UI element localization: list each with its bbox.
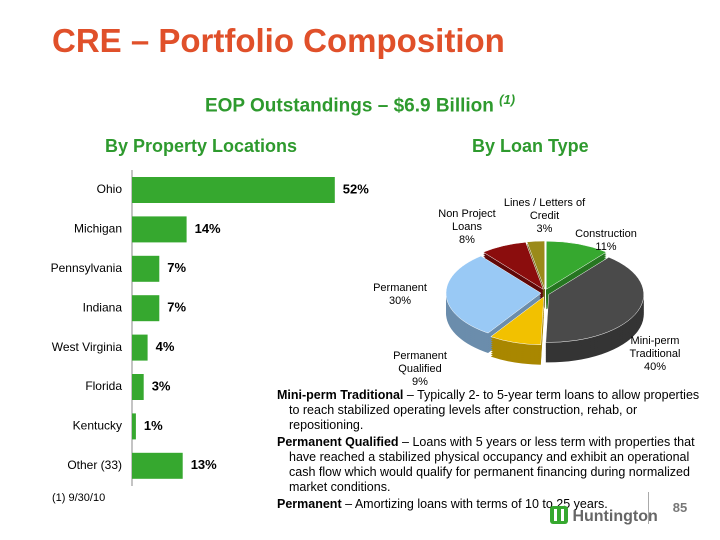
pie-category: Permanent Qualified	[393, 350, 447, 375]
definition-term: Permanent Qualified	[277, 435, 399, 449]
bar	[132, 334, 148, 361]
subtitle-note: (1)	[499, 92, 516, 107]
definition: Permanent Qualified – Loans with 5 years…	[277, 435, 712, 495]
pie-value: 11%	[595, 241, 617, 253]
logo-icon	[550, 506, 568, 524]
pie-category: Non Project Loans	[438, 208, 496, 233]
pie-value: 30%	[388, 295, 412, 307]
pie-label: Permanent Qualified 9%	[370, 350, 470, 389]
definition-text: – Loans with 5 years or less term with p…	[289, 435, 695, 494]
footnote: (1) 9/30/10	[52, 492, 106, 504]
definition-term: Mini-perm Traditional	[277, 388, 404, 402]
definition-text: – Typically 2- to 5-year term loans to a…	[289, 388, 700, 432]
subtitle: EOP Outstandings – $6.9 Billion (1)	[0, 92, 720, 117]
slice	[526, 240, 545, 290]
bar	[132, 452, 183, 479]
pie-value: 40%	[643, 361, 667, 373]
slice	[482, 241, 544, 290]
bar	[132, 374, 144, 400]
y-tick-label: Michigan	[74, 222, 122, 236]
definition: Mini-perm Traditional – Typically 2- to …	[277, 388, 712, 433]
slide-title: CRE – Portfolio Composition	[52, 22, 505, 59]
definition: Permanent – Amortizing loans with terms …	[277, 497, 712, 512]
pie-value: 3%	[536, 223, 553, 235]
y-tick-label: Indiana	[83, 300, 123, 314]
bar	[132, 255, 160, 282]
chart-title: By Loan Type	[472, 136, 589, 156]
data-label: 13%	[191, 457, 217, 472]
data-label: 52%	[343, 181, 369, 196]
y-tick-label: Other (33)	[67, 458, 122, 472]
chart-title: By Property Locations	[105, 136, 298, 156]
pie-label: Permanent 30%	[370, 282, 430, 308]
slice	[546, 240, 607, 290]
y-tick-label: Kentucky	[73, 419, 122, 433]
divider	[648, 492, 649, 524]
pie-label: Non Project Loans 8%	[432, 208, 502, 247]
data-label: 14%	[195, 221, 221, 236]
pie-label: Construction 11%	[566, 228, 646, 254]
y-tick-label: West Virginia	[52, 340, 123, 354]
data-label: 3%	[152, 378, 171, 393]
page-number: 85	[672, 500, 688, 515]
bar	[132, 413, 136, 440]
pie-category: Construction	[575, 228, 637, 240]
bar	[132, 216, 187, 243]
slice	[545, 256, 644, 343]
definition-text: – Amortizing loans with terms of 10 to 2…	[345, 497, 608, 511]
y-tick-label: Florida	[85, 379, 122, 393]
definition-term: Permanent	[277, 497, 342, 511]
definitions: Mini-perm Traditional – Typically 2- to …	[277, 388, 712, 514]
pie-category: Permanent	[373, 282, 427, 294]
pie-value: 9%	[412, 376, 428, 388]
pie-label: Lines / Letters of Credit 3%	[502, 197, 587, 236]
pie-label: Mini-perm Traditional 40%	[615, 335, 695, 374]
data-label: 1%	[144, 418, 163, 433]
logo-text: Huntington	[572, 508, 658, 525]
bar	[132, 177, 335, 203]
data-label: 7%	[167, 300, 186, 315]
y-tick-label: Ohio	[97, 182, 123, 196]
slice	[490, 296, 545, 346]
pie-value: 8%	[459, 234, 475, 246]
subtitle-text: EOP Outstandings – $6.9 Billion	[204, 95, 494, 117]
data-label: 4%	[156, 339, 175, 354]
y-tick-label: Pennsylvania	[51, 261, 123, 275]
pie-category: Lines / Letters of Credit	[503, 197, 586, 222]
bar	[132, 295, 160, 322]
pie-category: Mini-perm Traditional	[629, 335, 681, 360]
logo: Huntington	[550, 506, 658, 526]
slice	[445, 255, 542, 334]
data-label: 7%	[167, 260, 186, 275]
